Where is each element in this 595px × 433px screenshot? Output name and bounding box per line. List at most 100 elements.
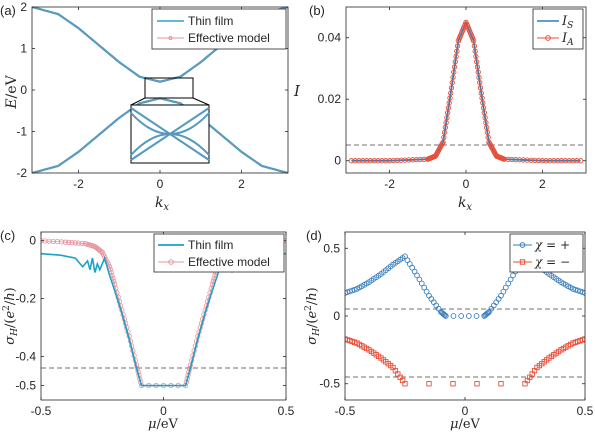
series-ia-point <box>501 156 507 162</box>
series-ia-point <box>476 74 482 81</box>
panel-d-ylabel: σH/(e2/h) <box>304 287 322 344</box>
series-ia-point <box>539 158 546 164</box>
series-ia-point <box>574 158 580 164</box>
series-ia-point <box>417 156 423 163</box>
series-ia-point <box>555 158 561 164</box>
series-chi-plus-point <box>505 280 512 287</box>
series-chi-plus-point <box>414 272 420 279</box>
series-ia-point <box>364 158 370 164</box>
series-chi-plus-point <box>574 287 581 294</box>
series-chi-plus-point <box>502 284 509 291</box>
panel-c-ytick-label: 0 <box>29 234 36 248</box>
series-chi-plus-point <box>493 299 500 306</box>
series-ia-point <box>448 90 454 96</box>
series-chi-plus-point <box>416 276 423 283</box>
series-chi-plus-point <box>570 286 576 292</box>
series-chi-plus-point <box>421 284 428 291</box>
series-chi-plus-point <box>485 309 491 316</box>
panel-c-xtick-label: 0 <box>160 404 167 418</box>
panel-a-ylabel: E/eV <box>4 74 20 109</box>
series-ia-point <box>441 129 448 136</box>
series-ia-point <box>566 158 572 164</box>
series-ia-point <box>453 53 459 60</box>
series-effective-model-point <box>98 248 104 254</box>
panel-a-ytick-label: 1 <box>20 42 27 56</box>
panel-d-tag: (d) <box>306 228 322 243</box>
series-ia-point <box>551 158 557 164</box>
series-ia-point <box>535 157 542 164</box>
series-ia-point <box>402 157 408 163</box>
panel-d-xtick-label: -0.5 <box>335 404 356 418</box>
panel-a-xtick-label: 0 <box>157 177 164 191</box>
panel-d: (d) -0.5 0 0.5 0.5 0 -0.5 σH/(e2/h) μ/eV χ = … <box>304 228 594 432</box>
panel-b-plot <box>346 19 586 164</box>
inset-band-effective-model <box>130 133 210 156</box>
panel-c-ytick-label: -0.5 <box>15 379 36 393</box>
series-ia-point <box>505 156 511 162</box>
series-ia-point <box>516 157 523 163</box>
series-effective-model-point <box>72 240 78 246</box>
series-chi-plus-point <box>450 313 457 319</box>
series-chi-plus-point <box>433 302 440 309</box>
series-ia-point <box>570 158 576 164</box>
series-ia-point <box>483 124 490 131</box>
panel-c-tag: (c) <box>0 228 15 243</box>
series-chi-plus-point <box>473 313 480 319</box>
panel-c-legend-effective-model: Effective model <box>188 255 270 269</box>
panel-b-xtick-label: 0 <box>463 177 470 191</box>
panel-d-ytick-label: 0 <box>333 309 340 323</box>
series-ia-point <box>480 100 486 106</box>
series-ia-point <box>445 105 452 111</box>
panel-c-ylabel: σH/(e2/h) <box>2 287 20 344</box>
series-chi-plus-point <box>349 287 356 294</box>
panel-c-ticks: -0.5 0 0.5 0 -0.2 -0.4 -0.5 <box>15 232 295 418</box>
panel-a: (a) -2 0 2 -2 -1 0 1 2 E/eV kx Thin film Effect… <box>0 0 289 213</box>
series-chi-plus-point <box>465 313 472 319</box>
series-ia-point <box>451 64 458 70</box>
series-chi-plus-point <box>458 313 465 319</box>
series-ia-point <box>454 43 461 49</box>
series-ia-point <box>480 105 487 111</box>
panel-d-legend-chi-minus: χ = − <box>534 255 570 269</box>
series-ia-point <box>379 158 385 164</box>
panel-b-curves <box>348 19 584 164</box>
series-ia-point <box>398 157 404 163</box>
series-ia-point <box>528 157 534 163</box>
panel-a-inset-box <box>130 77 210 164</box>
series-chi-plus-point <box>423 288 430 295</box>
series-effective-model-point <box>100 252 107 258</box>
series-ia-point <box>483 119 489 126</box>
panel-d-xtick-label: 0.5 <box>577 404 594 418</box>
panel-c-xtick-label: 0.5 <box>278 404 295 418</box>
series-ia-point <box>375 158 381 164</box>
series-ia-point <box>477 79 483 86</box>
panel-a-ytick-label: -1 <box>16 125 27 139</box>
series-ia-point <box>513 156 519 163</box>
series-ia-point <box>444 115 450 121</box>
series-ia-point <box>547 158 553 164</box>
series-chi-plus-point <box>426 292 432 299</box>
series-chi-plus-point <box>572 286 579 293</box>
series-ia-point <box>352 158 358 164</box>
series-ia-point <box>448 85 455 91</box>
panel-c-legend-thin-film: Thin film <box>188 238 233 252</box>
panel-d-ytick-label: 0.5 <box>323 241 340 255</box>
series-ia-point <box>443 119 449 126</box>
series-ia-point <box>482 115 488 121</box>
series-chi-minus-point <box>498 381 504 387</box>
series-chi-minus-point <box>450 381 456 387</box>
series-ia-point <box>447 95 453 101</box>
panel-c-legend: Thin film Effective model <box>153 233 285 273</box>
series-ia-point <box>478 90 484 96</box>
panel-d-legend: χ = + χ = − <box>509 233 584 273</box>
series-ia-point <box>348 158 355 164</box>
series-thin-film-line <box>41 252 286 387</box>
panel-a-xtick-label: 2 <box>238 177 245 191</box>
series-effective-model-point <box>79 240 85 246</box>
series-ia-point <box>470 38 477 44</box>
series-chi-minus-point <box>474 381 480 387</box>
panel-b-tag: (b) <box>309 3 325 18</box>
series-ia-point <box>477 85 484 91</box>
series-chi-plus-point <box>577 288 584 295</box>
series-ia-point <box>445 110 451 116</box>
